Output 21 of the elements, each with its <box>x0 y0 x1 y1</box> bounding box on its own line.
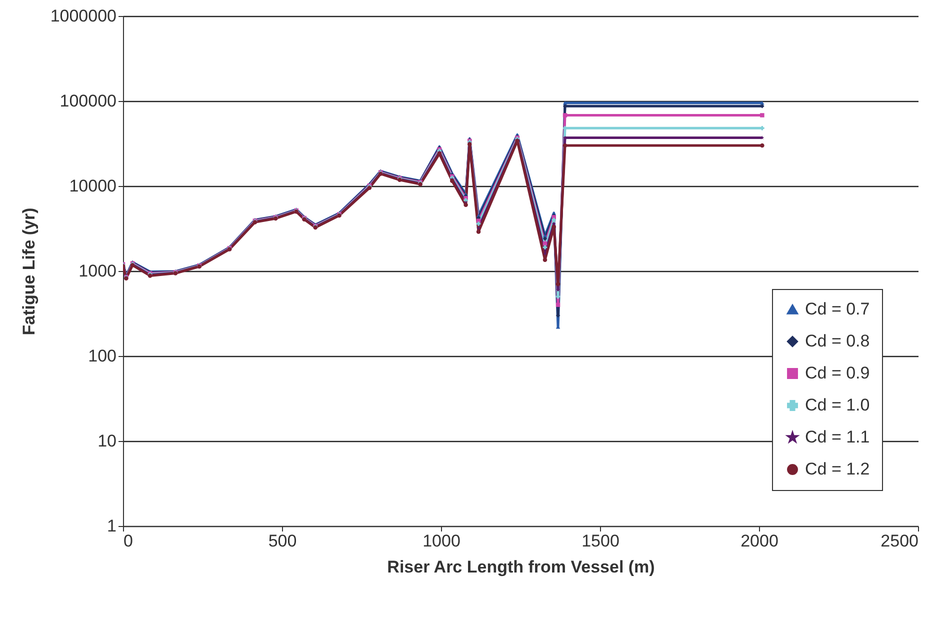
x-tick-label: 1500 <box>582 532 620 550</box>
y-tick-label: 1000000 <box>50 6 116 26</box>
legend-label: Cd = 1.0 <box>805 396 870 414</box>
x-tick-label: 500 <box>268 532 297 550</box>
legend-label: Cd = 0.9 <box>805 364 870 382</box>
y-tick-label: 100 <box>88 346 116 366</box>
legend-label: Cd = 0.8 <box>805 332 870 350</box>
x-tick-label: 2500 <box>880 532 918 550</box>
x-tick-label: 0 <box>124 532 133 550</box>
y-tick-label: 1 <box>107 516 116 536</box>
y-tick-label: 10000 <box>69 176 116 196</box>
legend-label: Cd = 1.1 <box>805 428 870 446</box>
x-tick-label: 2000 <box>740 532 778 550</box>
y-tick-label: 10 <box>98 432 116 450</box>
legend-label: Cd = 1.2 <box>805 460 870 478</box>
x-tick-label: 1000 <box>422 532 460 550</box>
y-axis-title: Fatigue Life (yr) <box>19 208 38 336</box>
x-axis-title: Riser Arc Length from Vessel (m) <box>387 558 655 576</box>
y-tick-label: 1000 <box>78 262 116 280</box>
y-tick-label: 100000 <box>60 92 116 110</box>
legend-label: Cd = 0.7 <box>805 300 870 318</box>
